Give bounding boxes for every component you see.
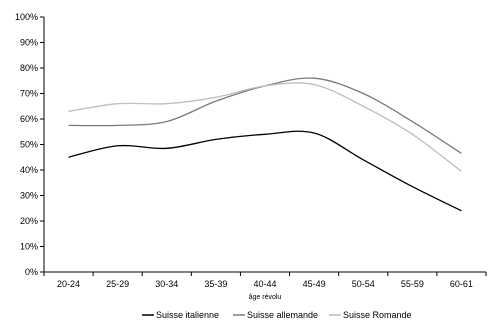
series-line-2: [68, 82, 462, 172]
x-tick-label: 30-34: [155, 279, 178, 289]
y-tick-label: 80%: [20, 63, 38, 73]
y-tick-label: 70%: [20, 89, 38, 99]
y-tick-label: 20%: [20, 216, 38, 226]
series-lines: [68, 77, 462, 212]
y-tick-label: 90%: [20, 38, 38, 48]
x-tick-label: 60-61: [450, 279, 473, 289]
y-tick-label: 50%: [20, 140, 38, 150]
legend-label-0: Suisse italienne: [156, 310, 219, 320]
x-tick-label: 50-54: [352, 279, 375, 289]
y-axis: 0% 10% 20% 30% 40% 50% 60% 70% 80% 90% 100%: [15, 12, 45, 277]
legend: Suisse italienne Suisse allemande Suisse R…: [142, 310, 412, 320]
legend-label-2: Suisse Romande: [343, 310, 412, 320]
y-tick-label: 40%: [20, 165, 38, 175]
y-tick-label: 0%: [25, 267, 38, 277]
x-tick-label: 45-49: [303, 279, 326, 289]
series-line-0: [68, 130, 462, 212]
y-tick-label: 30%: [20, 191, 38, 201]
x-tick-label: 40-44: [253, 279, 276, 289]
y-tick-label: 10%: [20, 242, 38, 252]
y-tick-label: 60%: [20, 114, 38, 124]
x-tick-label: 35-39: [204, 279, 227, 289]
x-tick-label: 20-24: [57, 279, 80, 289]
y-tick-label: 100%: [15, 12, 38, 22]
x-tick-label: 25-29: [106, 279, 129, 289]
x-tick-label: 55-59: [401, 279, 424, 289]
series-line-1: [68, 77, 462, 154]
legend-label-1: Suisse allemande: [247, 310, 318, 320]
x-axis: 20-24 25-29 30-34 35-39 40-44 45-49 50-54 55-59…: [43, 271, 487, 289]
x-axis-label: âge révolu: [249, 294, 282, 301]
